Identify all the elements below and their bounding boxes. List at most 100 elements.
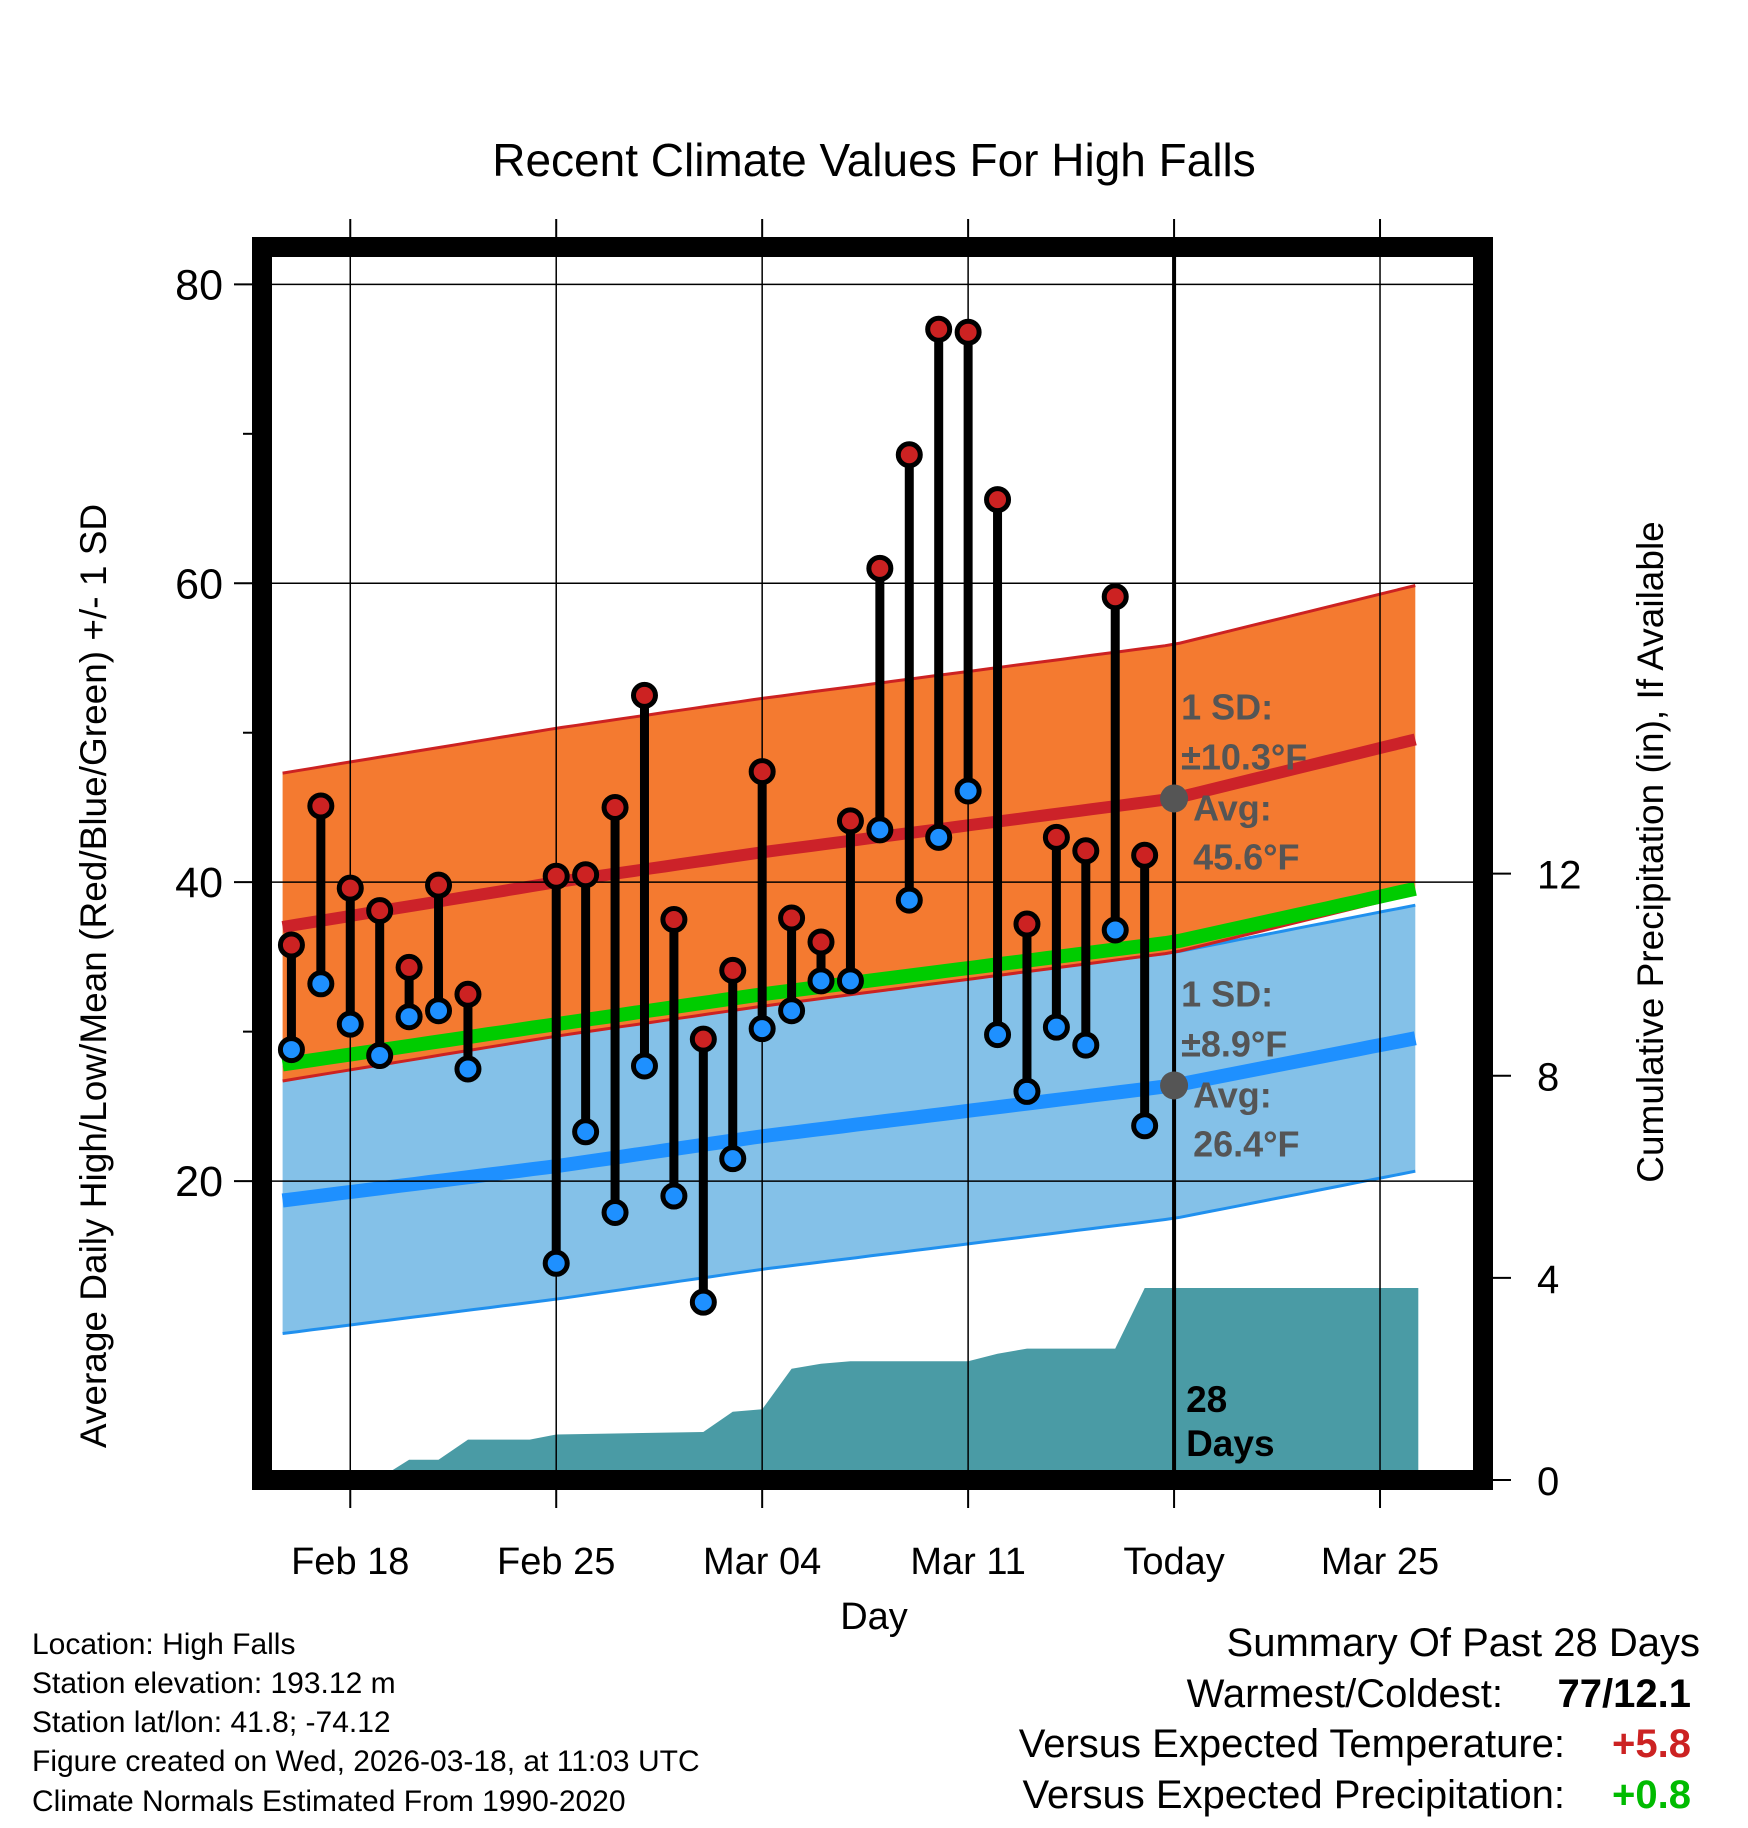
summary-temp-label: Versus Expected Temperature: [1018,1722,1565,1766]
summary-precip-label: Versus Expected Precipitation: [1022,1773,1565,1817]
daily-high-point [660,906,688,934]
high-avg-value: 45.6°F [1193,836,1299,877]
daily-high-point [807,928,835,956]
daily-high-point [542,862,570,890]
daily-high-point [277,931,305,959]
daily-low-point [366,1042,394,1070]
daily-high-point [366,897,394,925]
daily-low-point [1072,1031,1100,1059]
high-avg-label: Avg: [1193,787,1272,828]
daily-high-point [719,956,747,984]
y2-tick-label: 0 [1537,1460,1559,1504]
low-avg-label: Avg: [1193,1074,1272,1115]
plot-frame [252,237,1493,1490]
daily-high-point [925,315,953,343]
summary-temp-value: +5.8 [1612,1722,1691,1766]
daily-low-point [925,823,953,851]
high-sd-upper-edge [282,584,1416,775]
y2-tick-label: 12 [1537,854,1582,898]
daily-high-point [1131,841,1159,869]
daily-high-point [395,953,423,981]
x-tick-label: Feb 18 [291,1541,409,1583]
daily-high-point [336,874,364,902]
daily-high-point [1042,823,1070,851]
footer-latlon: Station lat/lon: 41.8; -74.12 [32,1706,391,1739]
today-days-label: Days [1186,1423,1274,1464]
daily-low-point [336,1010,364,1038]
daily-high-point [689,1025,717,1053]
daily-high-point [954,318,982,346]
daily-low-point [395,1003,423,1031]
daily-high-point [601,793,629,821]
daily-low-point [866,816,894,844]
high-avg-dot [1160,784,1189,813]
daily-low-point [660,1182,688,1210]
daily-low-point [719,1145,747,1173]
y-tick-label: 60 [175,560,223,608]
daily-low-point [1131,1112,1159,1140]
y2-tick-label: 8 [1537,1056,1559,1100]
daily-high-point [307,792,335,820]
daily-high-point [1072,837,1100,865]
daily-low-point [307,970,335,998]
daily-low-point [1042,1013,1070,1041]
footer-location: Location: High Falls [32,1628,296,1661]
daily-low-point [572,1118,600,1146]
daily-low-point [689,1288,717,1316]
daily-high-point [748,758,776,786]
daily-low-point [895,886,923,914]
precipitation-area [282,1288,1419,1480]
daily-low-point [630,1052,658,1080]
normal-low-line [281,1031,1417,1208]
daily-low-point [748,1015,776,1043]
axes: 20 40 60 80 0 4 8 12 Feb 18 Feb 25 Mar 04 Mar 11 Tod… [175,219,1582,1583]
daily-low-point [778,997,806,1025]
footer-elevation: Station elevation: 193.12 m [32,1667,396,1700]
daily-high-point [895,441,923,469]
daily-low-point [836,967,864,995]
x-tick-label: Today [1123,1541,1224,1583]
chart-title: Recent Climate Values For High Falls [492,134,1256,186]
daily-low-point [1101,916,1129,944]
low-avg-value: 26.4°F [1193,1123,1299,1164]
low-sd-label: 1 SD: [1181,973,1273,1014]
summary-warmest-coldest-value: 77/12.1 [1557,1672,1691,1716]
daily-high-point [454,980,482,1008]
daily-high-point [778,904,806,932]
daily-high-point [984,486,1012,514]
daily-high-point [836,807,864,835]
x-tick-label: Mar 04 [703,1541,821,1583]
daily-low-point [454,1055,482,1083]
daily-high-point [1013,910,1041,938]
daily-low-point [1013,1077,1041,1105]
daily-low-point [425,997,453,1025]
today-days-number: 28 [1186,1379,1227,1420]
daily-high-point [630,681,658,709]
summary-heading: Summary Of Past 28 Days [1226,1621,1700,1665]
y-tick-label: 20 [175,1158,223,1206]
daily-low-point [542,1249,570,1277]
x-tick-label: Mar 25 [1321,1541,1439,1583]
x-tick-label: Feb 25 [497,1541,615,1583]
daily-high-point [866,554,894,582]
high-sd-value: ±10.3°F [1181,736,1307,777]
summary-precip-value: +0.8 [1612,1773,1691,1817]
daily-low-point [277,1036,305,1064]
x-axis-label: Day [840,1596,908,1638]
daily-high-point [425,871,453,899]
daily-high-point [572,861,600,889]
daily-low-point [807,967,835,995]
daily-low-point [954,777,982,805]
footer-created: Figure created on Wed, 2026-03-18, at 11… [32,1745,700,1778]
y-tick-label: 40 [175,859,223,907]
footer-normals: Climate Normals Estimated From 1990-2020 [32,1785,626,1818]
y-axis-label: Average Daily High/Low/Mean (Red/Blue/Gr… [73,504,114,1448]
y2-tick-label: 4 [1537,1258,1559,1302]
low-sd-value: ±8.9°F [1181,1023,1287,1064]
y2-axis-label: Cumulative Precipitation (in), If Availa… [1630,521,1671,1183]
low-sd-lower-edge [282,1169,1416,1335]
x-tick-label: Mar 11 [910,1541,1025,1583]
y-tick-label: 80 [175,261,223,309]
daily-low-point [601,1198,629,1226]
